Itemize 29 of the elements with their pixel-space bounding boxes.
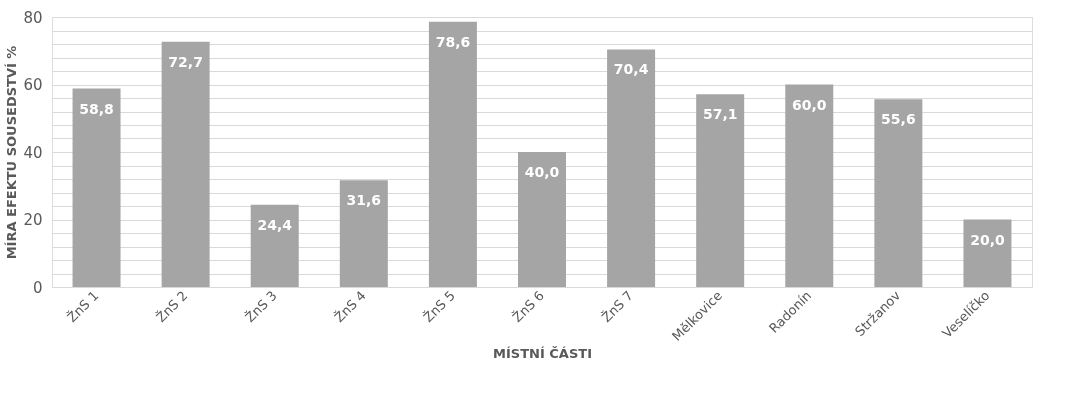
data-label: 70,4 [613,61,649,78]
bar [72,88,121,287]
data-label: 72,7 [168,53,203,70]
data-label: 60,0 [792,96,827,113]
bar [607,49,656,287]
data-label: 31,6 [346,192,382,209]
bar [518,152,566,287]
y-tick-label: 80 [23,8,43,27]
y-tick-label: 60 [23,76,43,94]
data-label: 20,0 [970,231,1005,248]
bar [339,180,388,287]
data-label: 40,0 [524,164,560,180]
data-label: 24,4 [257,216,293,233]
bar [874,99,923,287]
data-label: 57,1 [702,106,738,123]
y-tick-label: 20 [23,211,43,229]
y-axis-title: MÍRA EFEKTU SOUSEDSTVÍ % [4,45,20,260]
bar [963,219,1012,287]
bar [250,204,299,287]
data-label: 78,6 [435,33,471,50]
bar [428,21,477,287]
bar [161,41,210,287]
data-label: 55,6 [881,111,916,128]
y-tick-label: 40 [23,143,43,162]
bar [696,94,745,287]
data-label: 58,8 [79,100,114,117]
x-axis-title: MÍSTNÍ ČÁSTI [493,345,592,361]
y-tick-label: 0 [32,278,43,297]
bar [785,84,834,287]
